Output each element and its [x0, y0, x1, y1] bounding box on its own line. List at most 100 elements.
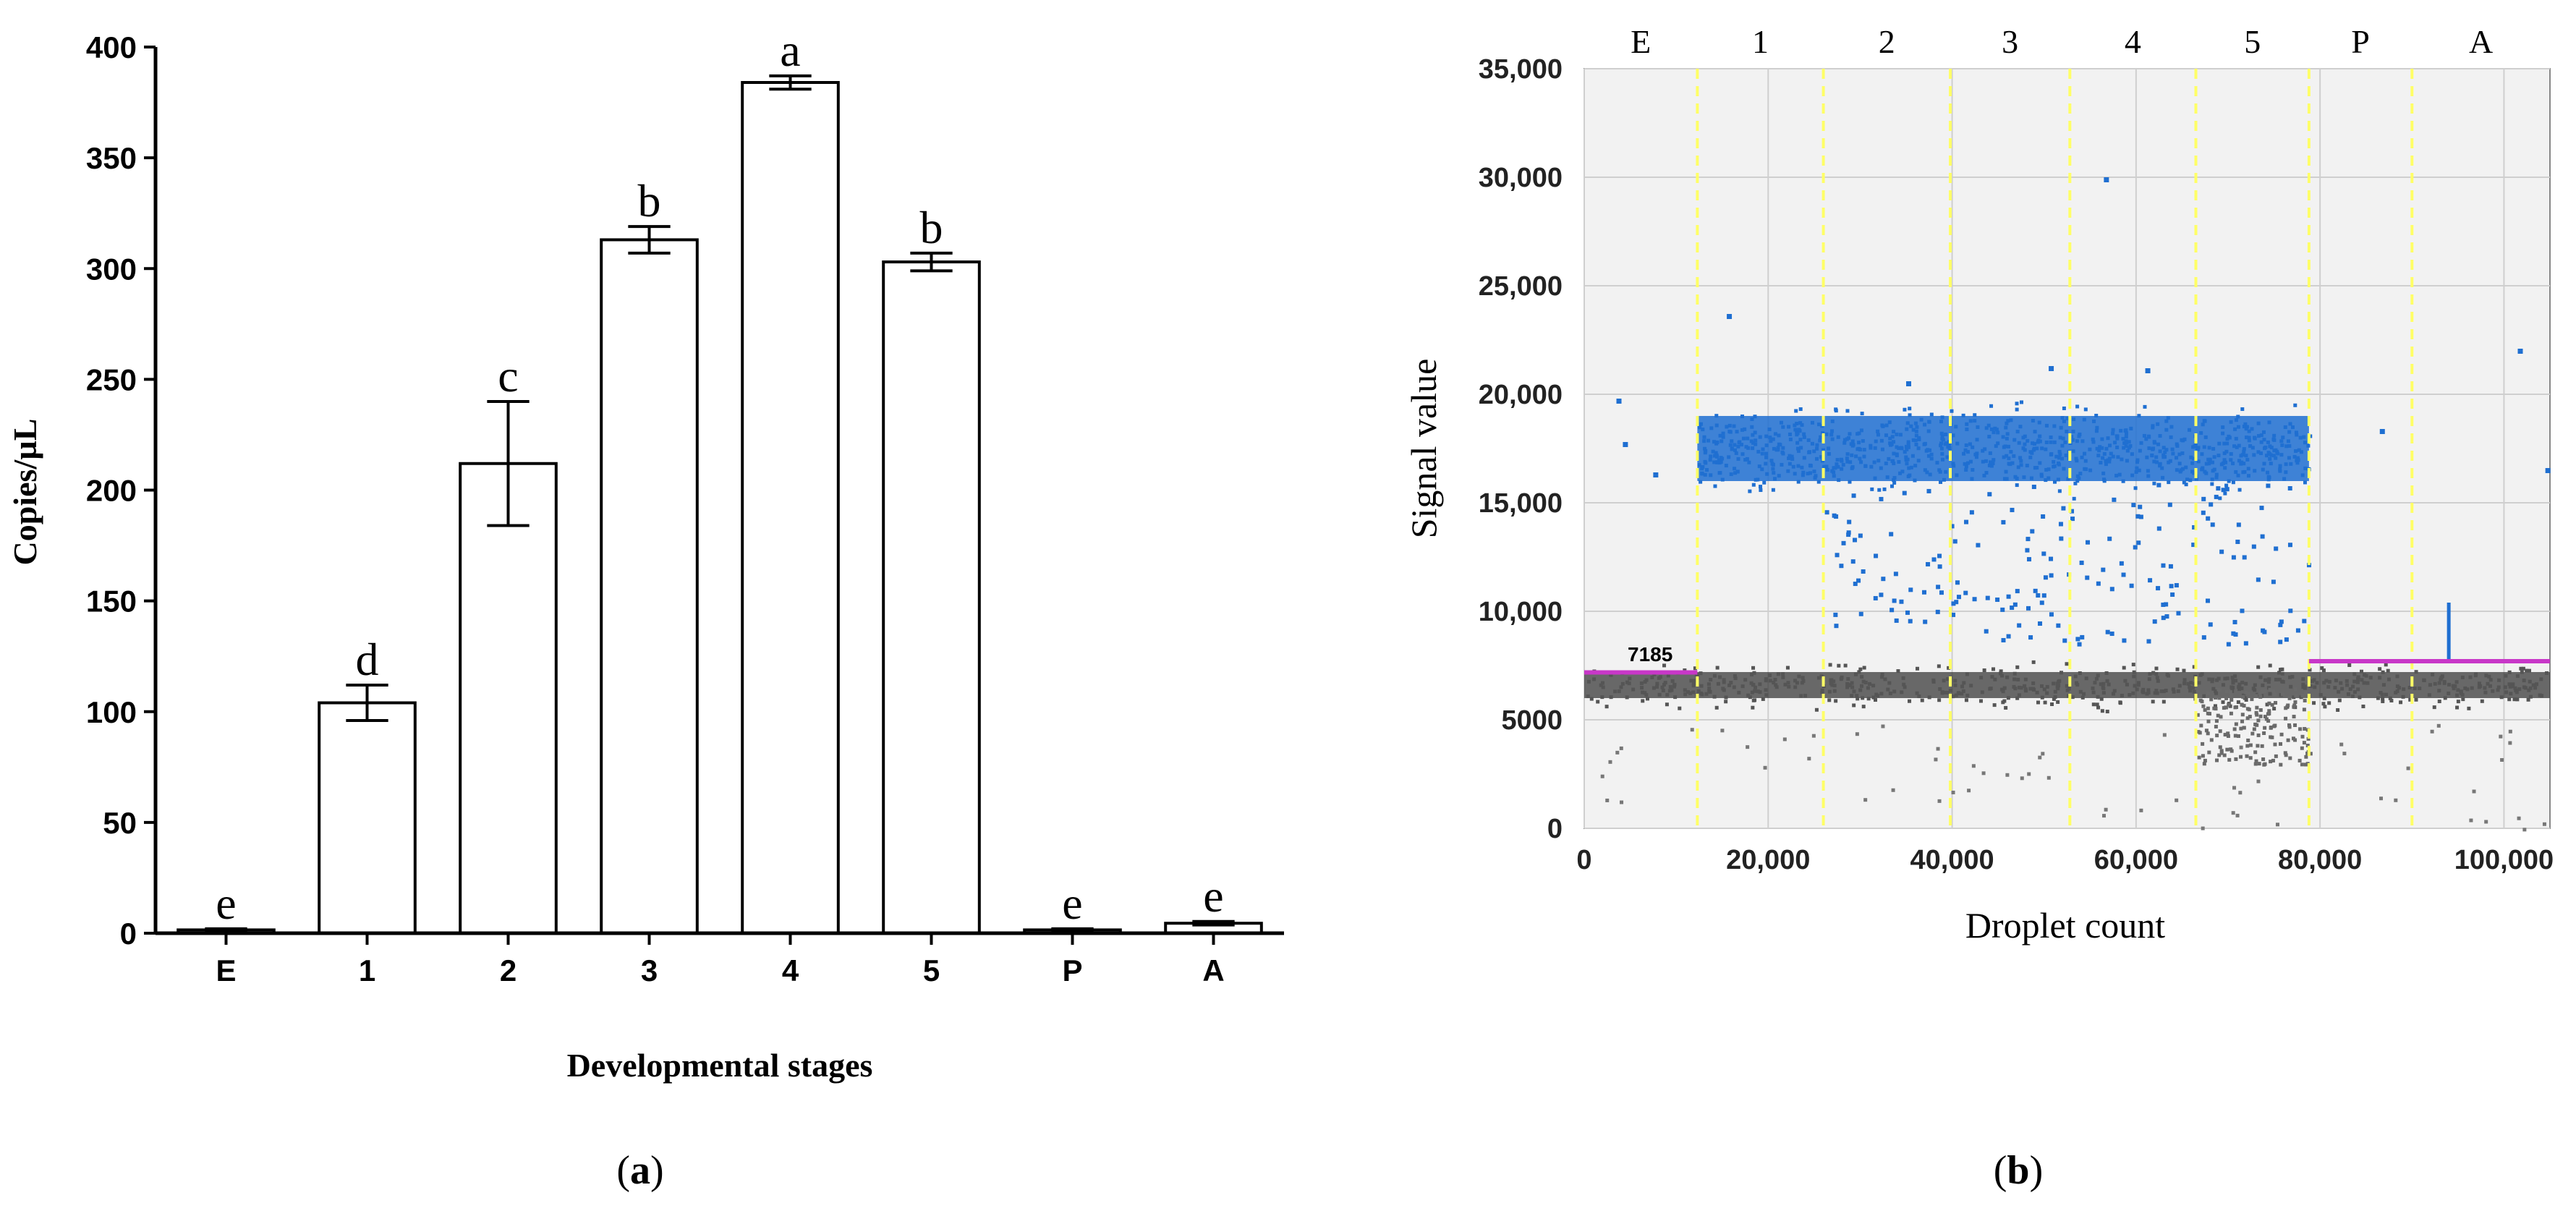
positive-droplet — [1947, 443, 1951, 447]
negative-droplet — [1750, 690, 1754, 694]
negative-droplet — [2263, 762, 2267, 766]
negative-droplet — [1999, 687, 2004, 692]
bar — [459, 462, 558, 935]
negative-droplet — [2229, 747, 2233, 752]
negative-droplet — [2096, 674, 2100, 678]
outlier-droplet — [1906, 381, 1911, 386]
positive-droplet — [1740, 443, 1744, 447]
negative-droplet — [2191, 686, 2195, 690]
negative-droplet — [2219, 749, 2224, 753]
positive-droplet — [2267, 420, 2271, 425]
positive-droplet — [1861, 569, 1866, 574]
positive-droplet — [1832, 474, 1836, 478]
significance-letter: e — [1203, 870, 1223, 922]
positive-droplet — [2096, 581, 2101, 586]
positive-droplet — [1905, 462, 1909, 466]
positive-droplet — [2031, 485, 2036, 490]
x-axis-title: Developmental stages — [567, 1047, 873, 1084]
positive-droplet — [1712, 460, 1717, 464]
positive-droplet — [1971, 445, 1975, 449]
negative-droplet — [2197, 755, 2201, 760]
positive-droplet — [1847, 436, 1851, 441]
negative-droplet — [2359, 669, 2363, 674]
positive-droplet — [1845, 452, 1850, 456]
positive-droplet — [2217, 441, 2222, 446]
positive-droplet — [2240, 460, 2244, 464]
positive-droplet — [1698, 425, 1702, 430]
x-tick-label: 2 — [500, 953, 517, 987]
positive-droplet — [2234, 469, 2238, 474]
positive-droplet — [2287, 543, 2292, 548]
outlier-droplet — [1623, 442, 1628, 447]
positive-droplet — [1795, 421, 1799, 425]
positive-droplet — [2203, 435, 2208, 439]
negative-droplet — [2292, 715, 2296, 719]
positive-droplet — [2027, 557, 2032, 562]
positive-droplet — [1776, 446, 1780, 450]
negative-droplet — [2292, 695, 2296, 700]
negative-droplet — [2287, 696, 2292, 700]
positive-droplet — [2104, 459, 2108, 463]
negative-droplet — [2065, 662, 2069, 666]
negative-droplet — [2132, 674, 2136, 679]
negative-droplet — [1712, 674, 1717, 678]
x-axis-title: Droplet count — [1965, 905, 2165, 946]
positive-droplet — [1848, 432, 1852, 436]
positive-droplet — [1923, 468, 1927, 472]
positive-droplet — [1858, 533, 1863, 538]
negative-droplet — [2096, 694, 2100, 699]
positive-droplet — [1730, 439, 1734, 443]
positive-droplet — [1862, 448, 1866, 452]
positive-droplet — [2145, 455, 2149, 459]
positive-droplet — [1767, 427, 1772, 431]
positive-droplet — [2095, 446, 2099, 451]
negative-droplet — [2538, 693, 2542, 697]
negative-droplet — [2251, 687, 2256, 691]
negative-droplet — [2467, 706, 2471, 710]
positive-droplet — [1869, 446, 1873, 450]
negative-droplet — [1937, 698, 1942, 702]
positive-droplet — [2268, 444, 2272, 449]
negative-droplet — [2222, 753, 2227, 757]
negative-droplet — [2365, 681, 2370, 685]
positive-droplet — [1973, 452, 1978, 456]
positive-droplet — [2121, 437, 2125, 441]
positive-droplet — [1806, 438, 1811, 442]
negative-droplet — [2318, 693, 2323, 697]
negative-droplet — [1883, 677, 1887, 681]
negative-droplet-outlier — [1967, 789, 1971, 793]
positive-droplet — [2083, 407, 2088, 412]
negative-droplet — [2300, 694, 2305, 698]
positive-droplet — [2185, 477, 2190, 482]
positive-droplet — [2222, 441, 2227, 446]
positive-droplet — [2214, 494, 2219, 499]
positive-droplet — [1952, 464, 1956, 468]
negative-droplet — [2245, 744, 2250, 748]
positive-droplet — [2212, 467, 2216, 472]
positive-droplet — [2120, 457, 2124, 462]
positive-droplet — [1987, 463, 1991, 467]
caption-b-letter: b — [2007, 1148, 2029, 1193]
negative-droplet — [2229, 711, 2233, 715]
negative-droplet — [2460, 675, 2465, 679]
positive-droplet — [2184, 483, 2188, 487]
negative-droplet — [2279, 762, 2283, 767]
lane-dividers — [1696, 69, 2414, 828]
outlier-droplet — [2104, 177, 2109, 182]
positive-droplet — [2248, 444, 2253, 449]
positive-droplet — [1874, 553, 1879, 558]
positive-droplet — [1897, 446, 1901, 450]
negative-droplet — [1589, 697, 1594, 701]
positive-droplet — [2193, 444, 2197, 449]
negative-droplet — [2001, 700, 2005, 705]
positive-droplet — [2049, 612, 2054, 617]
negative-droplet — [2303, 684, 2307, 689]
negative-droplet — [1641, 690, 1645, 694]
negative-droplet-outlier — [1881, 724, 1885, 728]
positive-droplet — [1931, 557, 1937, 562]
positive-droplet — [1753, 430, 1757, 435]
positive-droplet — [2237, 459, 2241, 463]
negative-droplet — [1871, 684, 1876, 688]
negative-droplet — [1783, 682, 1788, 687]
positive-droplet — [2156, 483, 2161, 488]
